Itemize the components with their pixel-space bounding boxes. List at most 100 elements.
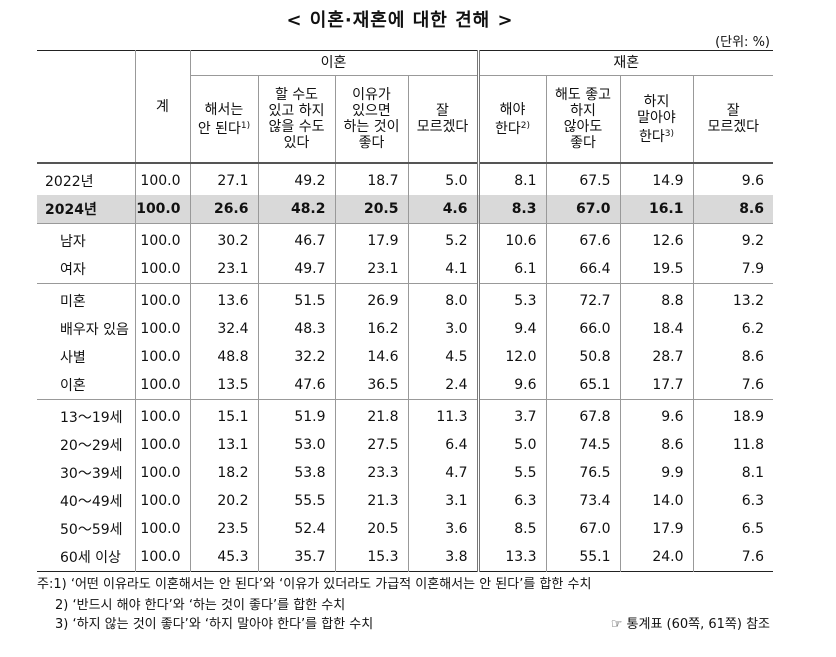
value-cell: 4.5 [407, 343, 478, 371]
value-cell: 5.3 [476, 283, 546, 315]
value-cell: 2.4 [407, 371, 478, 400]
column-header: 계 [134, 50, 190, 164]
value-cell: 76.5 [545, 459, 620, 487]
value-cell: 11.3 [407, 399, 478, 431]
value-cell: 9.6 [619, 399, 693, 431]
value-cell: 100.0 [134, 431, 190, 459]
value-cell: 13.3 [476, 543, 546, 572]
value-cell: 13.2 [692, 283, 773, 315]
value-cell: 100.0 [134, 487, 190, 515]
value-cell: 3.7 [476, 399, 546, 431]
value-cell: 36.5 [334, 371, 408, 400]
value-cell: 4.1 [407, 255, 478, 284]
row-label: 남자 [37, 223, 135, 255]
value-cell: 35.7 [257, 543, 335, 572]
column-header-text: 이유가 있으면 하는 것이 좋다 [343, 87, 400, 151]
value-cell: 48.2 [257, 195, 335, 224]
table-row: 60세 이상 100.0 45.3 35.7 15.3 3.8 13.3 55.1 24.0 7.… [37, 543, 773, 572]
value-cell: 8.5 [476, 515, 546, 543]
value-cell: 9.6 [476, 371, 546, 400]
column-header: 이유가 있으면 하는 것이 좋다 [334, 75, 408, 164]
value-cell: 52.4 [257, 515, 335, 543]
value-cell: 72.7 [545, 283, 620, 315]
value-cell: 15.3 [334, 543, 408, 572]
table-row: 이혼 100.0 13.5 47.6 36.5 2.4 9.6 65.1 17.7 7.6 [37, 371, 773, 400]
value-cell: 7.6 [692, 543, 773, 572]
value-cell: 45.3 [189, 543, 258, 572]
value-cell: 13.6 [189, 283, 258, 315]
value-cell: 74.5 [545, 431, 620, 459]
table-row: 40～49세 100.0 20.2 55.5 21.3 3.1 6.3 73.4 14.0 6.3 [37, 487, 773, 515]
value-cell: 3.1 [407, 487, 478, 515]
table-header: 계 이혼 재혼 해서는 안 된다1) 할 수도 있고 하지 않을 수도 있다 이유가 있으… [37, 50, 773, 164]
value-cell: 100.0 [134, 163, 190, 195]
value-cell: 100.0 [134, 371, 190, 400]
header-row: 계 이혼 재혼 [37, 50, 773, 164]
unit: (단위: %) [715, 35, 770, 50]
footnote: 주:1) ‘어떤 이유라도 이혼해서는 안 된다’와 ‘이유가 있더라도 가급적… [37, 577, 592, 592]
value-cell: 48.3 [257, 315, 335, 343]
value-cell: 19.5 [619, 255, 693, 284]
value-cell: 100.0 [134, 543, 190, 572]
row-label: 사별 [60, 350, 86, 366]
value-cell: 3.6 [407, 515, 478, 543]
row-label: 2022년 [45, 174, 94, 190]
table-row: 50～59세 100.0 23.5 52.4 20.5 3.6 8.5 67.0 17.9 6.5 [37, 515, 773, 543]
value-cell: 67.8 [545, 399, 620, 431]
value-cell: 100.0 [134, 399, 190, 431]
value-cell: 4.7 [407, 459, 478, 487]
value-cell: 23.1 [189, 255, 258, 284]
table-row: 30～39세 100.0 18.2 53.8 23.3 4.7 5.5 76.5 9.9 8.1 [37, 459, 773, 487]
footnote-marker: 2) [520, 120, 530, 131]
column-header: 잘 모르겠다 [692, 75, 773, 164]
value-cell: 73.4 [545, 487, 620, 515]
value-cell: 55.1 [545, 543, 620, 572]
value-cell: 23.5 [189, 515, 258, 543]
corner-cell [37, 50, 135, 164]
column-header-text: 해야 한다 [494, 101, 526, 137]
column-header: 해야 한다2) [476, 75, 546, 164]
value-cell: 8.6 [619, 431, 693, 459]
value-cell: 53.0 [257, 431, 335, 459]
column-header: 할 수도 있고 하지 않을 수도 있다 [257, 75, 335, 164]
group-header: 이혼 [189, 50, 478, 76]
value-cell: 28.7 [619, 343, 693, 371]
column-header-text: 잘 모르겠다 [707, 103, 760, 135]
value-cell: 46.7 [257, 223, 335, 255]
value-cell: 100.0 [134, 195, 190, 224]
value-cell: 51.9 [257, 399, 335, 431]
value-cell: 20.5 [334, 515, 408, 543]
value-cell: 18.9 [692, 399, 773, 431]
value-cell: 23.1 [334, 255, 408, 284]
value-cell: 9.4 [476, 315, 546, 343]
value-cell: 20.5 [334, 195, 408, 224]
table-row: 미혼 100.0 13.6 51.5 26.9 8.0 5.3 72.7 8.8 13.2 [37, 283, 773, 315]
value-cell: 16.2 [334, 315, 408, 343]
value-cell: 21.8 [334, 399, 408, 431]
row-label: 여자 [60, 262, 86, 278]
row-label: 13～19세 [37, 399, 135, 431]
value-cell: 6.2 [692, 315, 773, 343]
value-cell: 100.0 [134, 459, 190, 487]
table-row: 2022년 100.0 27.1 49.2 18.7 5.0 8.1 67.5 14.9 9.6 [37, 163, 773, 195]
value-cell: 27.1 [189, 163, 258, 195]
value-cell: 14.6 [334, 343, 408, 371]
row-group: 미혼 100.0 13.6 51.5 26.9 8.0 5.3 72.7 8.8 13.2 배우자 … [37, 283, 773, 400]
column-header: 잘 모르겠다 [407, 75, 478, 164]
table-row: 배우자 있음 100.0 32.4 48.3 16.2 3.0 9.4 66.0 18.4 6.2 [37, 315, 773, 343]
row-label: 50～59세 [60, 522, 123, 538]
value-cell: 67.6 [545, 223, 620, 255]
table-row: 2024년 100.0 26.6 48.2 20.5 4.6 8.3 67.0 16.1 8.6 [37, 195, 773, 224]
value-cell: 6.3 [692, 487, 773, 515]
value-cell: 12.0 [476, 343, 546, 371]
value-cell: 17.9 [619, 515, 693, 543]
value-cell: 6.5 [692, 515, 773, 543]
value-cell: 26.6 [189, 195, 258, 224]
value-cell: 7.6 [692, 371, 773, 400]
value-cell: 100.0 [134, 515, 190, 543]
value-cell: 50.8 [545, 343, 620, 371]
value-cell: 6.1 [476, 255, 546, 284]
column-header-text: 해서는 안 된다 [197, 101, 244, 137]
title: < 이혼·재혼에 대한 견해 > [286, 10, 514, 31]
